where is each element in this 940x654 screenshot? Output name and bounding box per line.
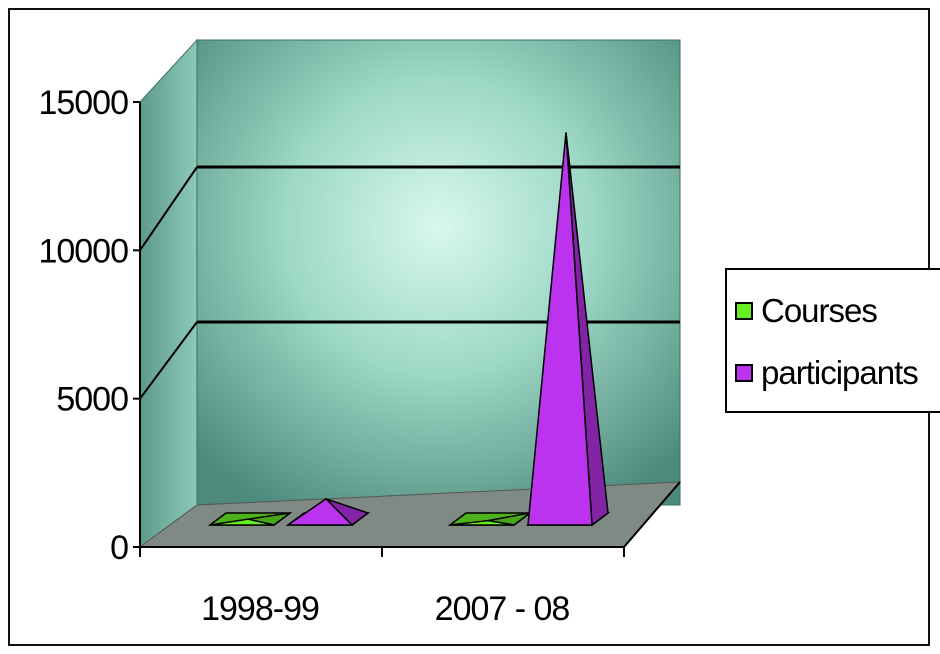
y-tick-label: 5000 [56, 381, 128, 419]
pyramid-chart: 0 5000 10000 15000 1998-99 2007 - 08 [38, 38, 682, 628]
chart-legend: Courses participants [725, 268, 940, 413]
pyramid-participants-2 [525, 132, 611, 527]
x-category-label: 2007 - 08 [435, 590, 570, 628]
legend-swatch-courses [735, 302, 753, 320]
back-wall [196, 39, 681, 506]
y-tick-label: 10000 [38, 232, 128, 270]
gridline-side [139, 321, 198, 400]
y-tick-label: 15000 [38, 84, 128, 122]
floor-edge [623, 481, 681, 548]
y-tick-label: 0 [110, 529, 128, 567]
legend-item-participants: participants [735, 354, 919, 392]
side-wall [139, 38, 198, 548]
legend-label-courses: Courses [761, 292, 878, 329]
pyramid-courses-1 [207, 512, 293, 526]
legend-swatch-participants [735, 364, 753, 382]
legend-label-participants: participants [761, 354, 919, 391]
pyramid-participants-1 [285, 497, 371, 526]
chart-frame: 0 5000 10000 15000 1998-99 2007 - 08 Courses… [8, 8, 940, 646]
legend-item-courses: Courses [735, 292, 878, 330]
gridline-side [139, 166, 198, 251]
x-category-label: 1998-99 [201, 590, 319, 628]
